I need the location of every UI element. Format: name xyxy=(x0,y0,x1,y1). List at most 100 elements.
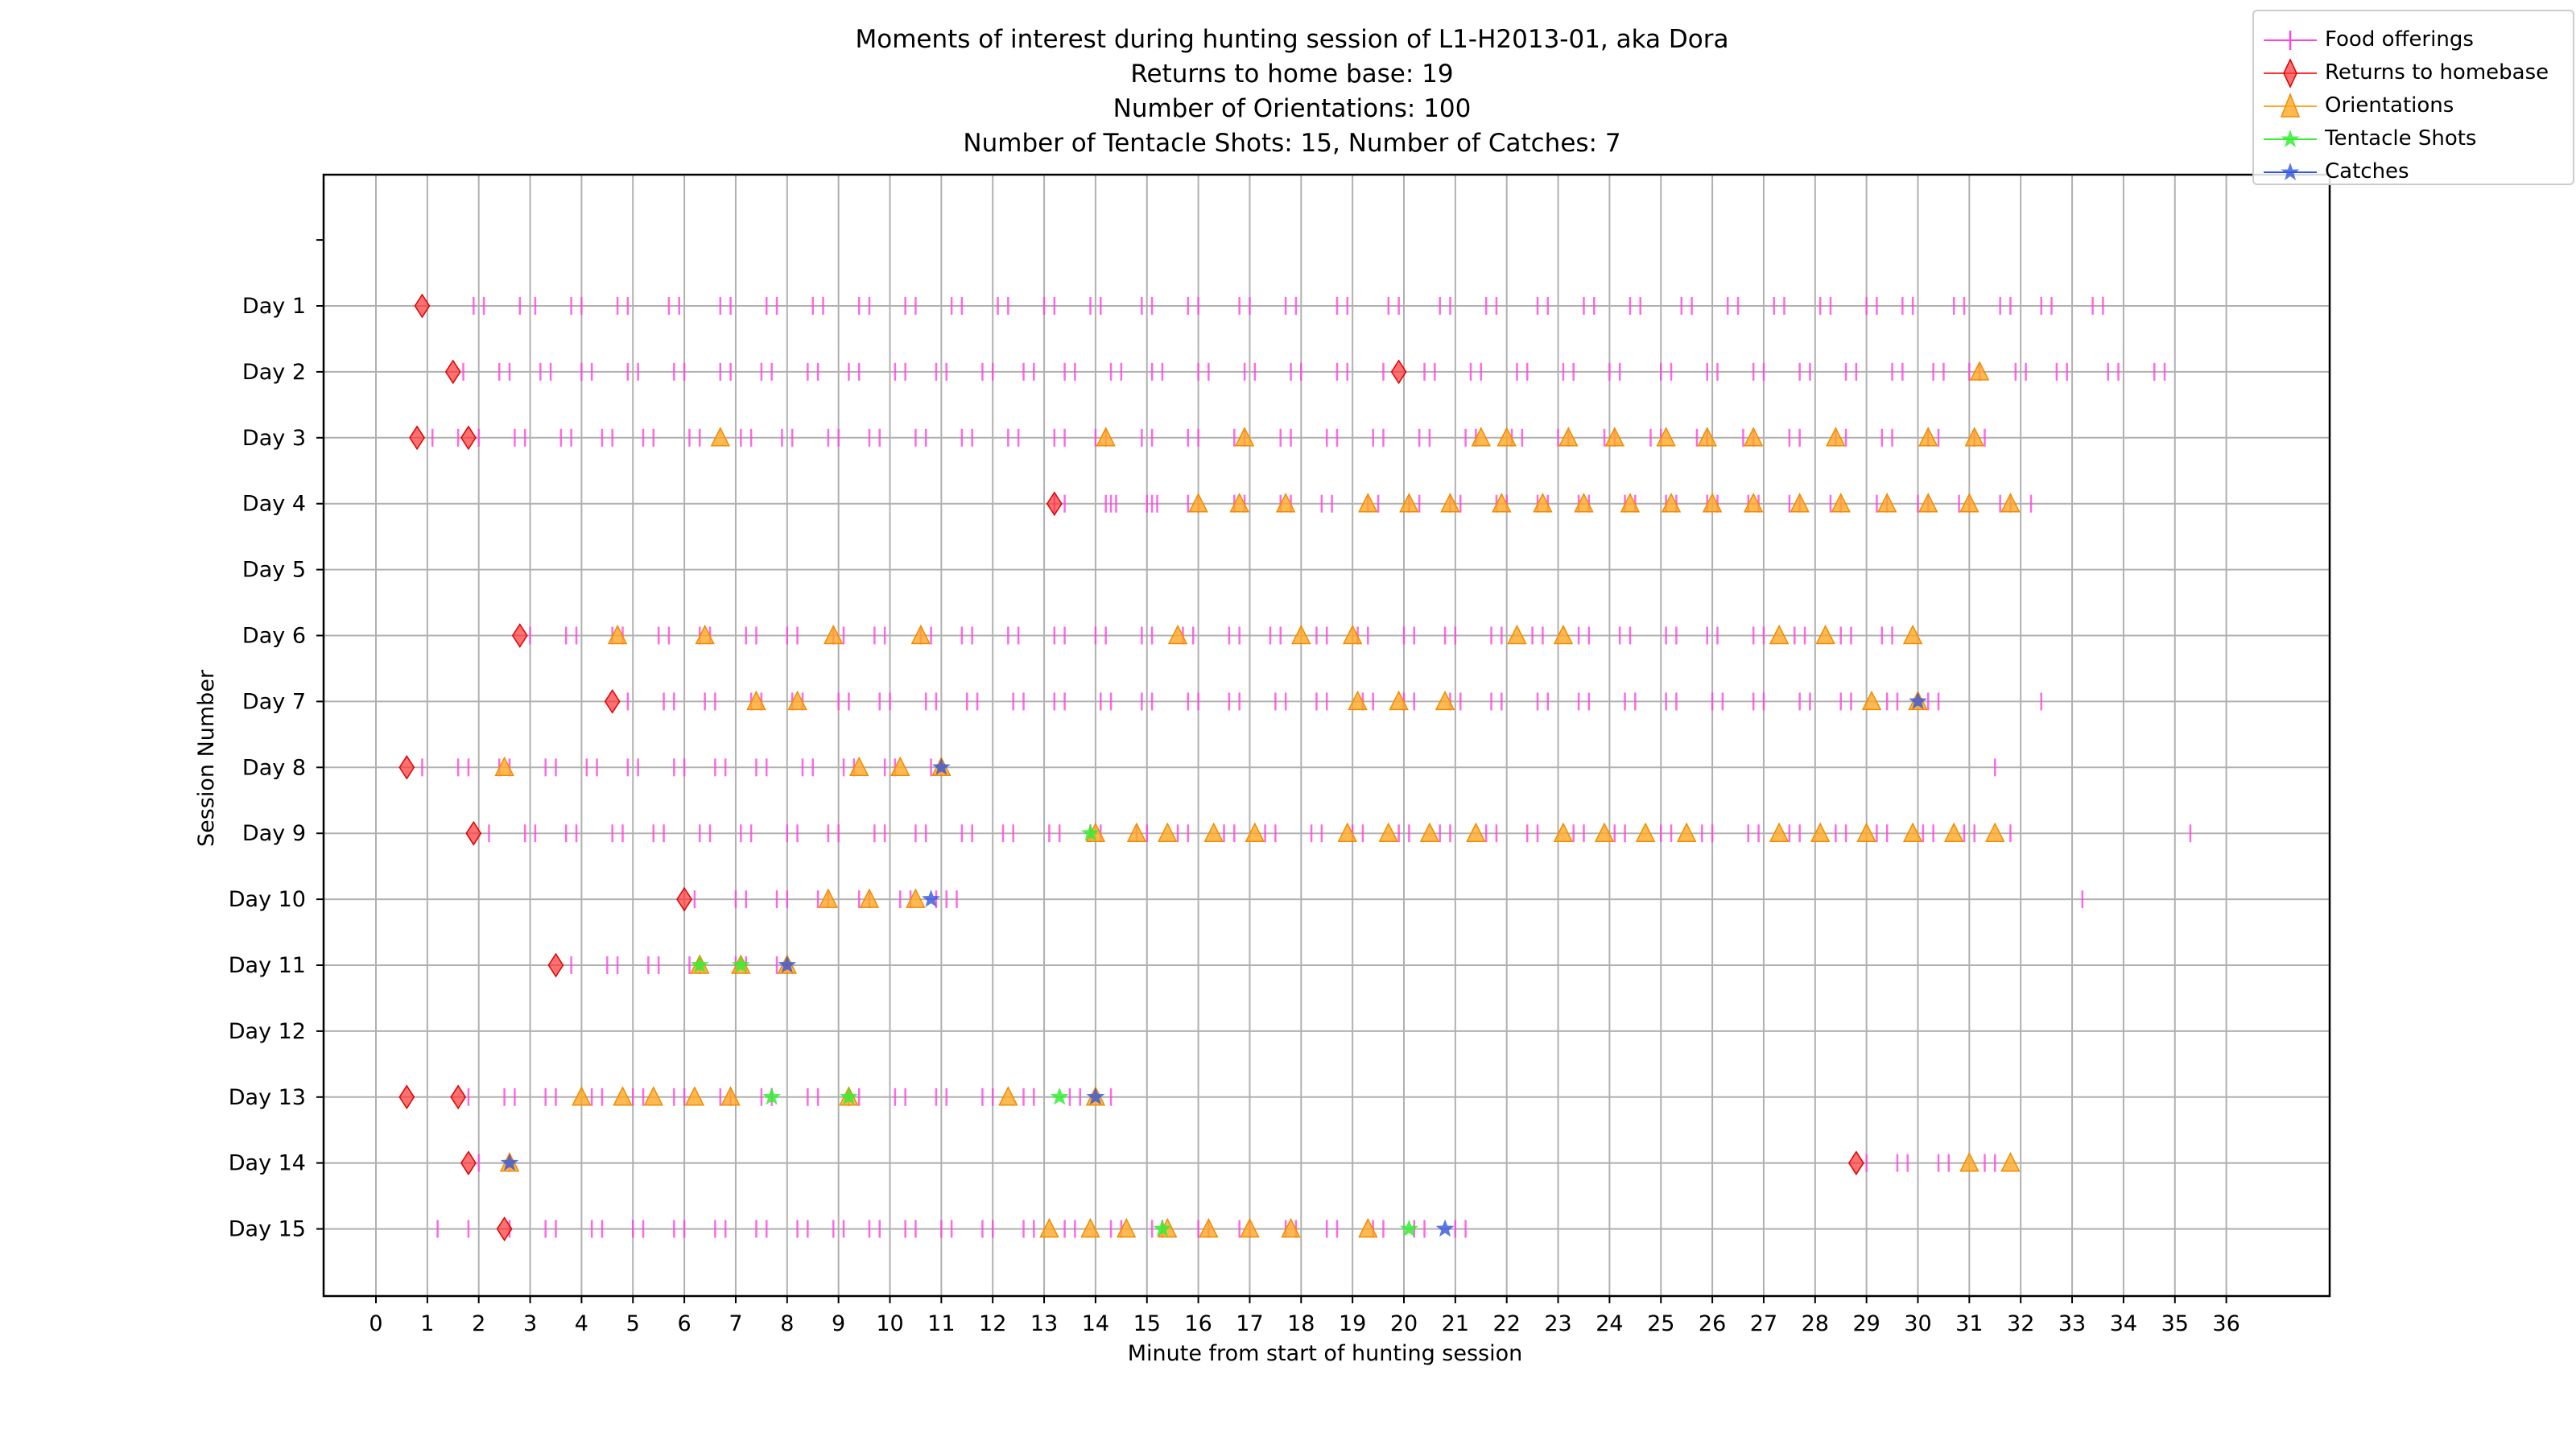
chart-title-line-3: Number of Orientations: 100 xyxy=(1113,94,1472,123)
y-tick-label: Day 7 xyxy=(242,689,306,714)
y-tick-label: Day 2 xyxy=(242,360,306,385)
orientation-mark xyxy=(1291,624,1311,645)
homebase-return-mark xyxy=(547,952,564,978)
orientation-mark xyxy=(859,888,880,908)
orientation-mark xyxy=(1507,624,1527,645)
x-tick-label: 25 xyxy=(1647,1311,1674,1336)
orientation-mark xyxy=(1281,1217,1301,1238)
legend-entry-orientations: Orientations xyxy=(2254,90,2573,122)
legend-label-returns: Returns to homebase xyxy=(2325,60,2549,85)
x-tick-label: 18 xyxy=(1287,1311,1315,1336)
orientation-mark xyxy=(818,888,839,908)
y-axis-label: Session Number xyxy=(194,669,219,847)
orientation-mark xyxy=(910,624,931,645)
x-tick-label: 26 xyxy=(1699,1311,1726,1336)
diamond-marker-icon xyxy=(2264,58,2317,89)
y-tick-label: Day 11 xyxy=(229,953,306,978)
tentacle-shot-mark xyxy=(1400,1219,1418,1237)
orientation-mark xyxy=(1419,822,1440,842)
orientation-mark xyxy=(1399,493,1419,513)
orientation-mark xyxy=(1245,822,1265,842)
orientation-mark xyxy=(998,1086,1018,1106)
homebase-return-mark xyxy=(398,1084,415,1110)
chart-title: Moments of interest during hunting sessi… xyxy=(0,23,2576,161)
orientation-mark xyxy=(1496,427,1517,447)
orientation-mark xyxy=(1240,1217,1260,1238)
homebase-return-mark xyxy=(465,820,482,846)
marks-layer xyxy=(398,293,2192,1241)
orientation-mark xyxy=(1743,493,1764,513)
homebase-return-mark xyxy=(511,623,528,648)
orientation-mark xyxy=(787,690,807,711)
orientation-mark xyxy=(1203,822,1224,842)
chart-title-line-1: Moments of interest during hunting sessi… xyxy=(855,25,1729,54)
legend-entry-tentacle-shots: Tentacle Shots xyxy=(2254,123,2573,155)
orientation-mark xyxy=(1553,822,1574,842)
x-tick-label: 34 xyxy=(2110,1311,2137,1336)
orientation-mark xyxy=(1358,493,1378,513)
orientation-mark xyxy=(572,1086,592,1106)
y-tick-label: Day 10 xyxy=(229,887,306,912)
orientation-mark xyxy=(746,690,766,711)
x-tick-label: 12 xyxy=(979,1311,1006,1336)
orientation-mark xyxy=(1080,1217,1100,1238)
orientation-mark xyxy=(1574,493,1594,513)
orientation-mark xyxy=(1964,427,1984,447)
orientation-mark xyxy=(1116,1217,1137,1238)
y-tick-label: Day 4 xyxy=(242,492,306,517)
orientation-mark xyxy=(1229,493,1249,513)
orientation-mark xyxy=(1378,822,1399,842)
orientation-mark xyxy=(1440,493,1460,513)
x-tick-label: 31 xyxy=(1955,1311,1983,1336)
orientation-mark xyxy=(1635,822,1656,842)
y-tick-label: Day 1 xyxy=(242,294,306,319)
x-tick-label: 10 xyxy=(876,1311,903,1336)
tentacle-shot-mark xyxy=(762,1087,782,1105)
orientation-mark xyxy=(1769,624,1790,645)
x-axis-label: Minute from start of hunting session xyxy=(1128,1341,1523,1366)
y-tick-label: Day 5 xyxy=(242,558,306,583)
orientation-mark xyxy=(1815,624,1835,645)
orientation-mark xyxy=(1096,427,1116,447)
x-tick-label: 17 xyxy=(1236,1311,1263,1336)
green-star-marker-icon xyxy=(2264,130,2317,147)
tentacle-shot-mark xyxy=(690,956,709,973)
legend-entry-catches: Catches xyxy=(2254,156,2573,188)
orientation-mark xyxy=(1856,822,1876,842)
orientation-mark xyxy=(1620,493,1641,513)
orientation-mark xyxy=(1342,624,1363,645)
orientation-mark xyxy=(1389,690,1409,711)
x-tick-label: 23 xyxy=(1544,1311,1571,1336)
orientation-mark xyxy=(643,1086,664,1106)
y-tick-label: Day 13 xyxy=(229,1085,306,1110)
legend: Food offerings Returns to homebase Orien… xyxy=(2252,10,2574,185)
x-tick-label: 1 xyxy=(420,1311,434,1336)
x-tick-label: 33 xyxy=(2058,1311,2086,1336)
food-offering-marker-icon xyxy=(2264,31,2317,50)
x-tick-label: 36 xyxy=(2212,1311,2240,1336)
orientation-mark xyxy=(684,1086,705,1106)
orientation-mark xyxy=(906,888,926,908)
orientation-mark xyxy=(1358,1217,1378,1238)
orientation-mark xyxy=(613,1086,633,1106)
tentacle-shot-mark xyxy=(1081,824,1100,841)
orientation-mark xyxy=(1435,690,1455,711)
orientation-mark xyxy=(1810,822,1831,842)
x-tick-label: 6 xyxy=(678,1311,691,1336)
x-tick-label: 16 xyxy=(1184,1311,1212,1336)
legend-entry-food-offerings: Food offerings xyxy=(2254,24,2573,56)
chart-title-line-2: Returns to home base: 19 xyxy=(1130,60,1454,89)
orientation-mark xyxy=(1743,427,1764,447)
orientation-mark xyxy=(1702,493,1723,513)
legend-label-tentacle-shots: Tentacle Shots xyxy=(2325,126,2477,151)
x-tick-label: 9 xyxy=(832,1311,845,1336)
orientation-mark xyxy=(1943,822,1964,842)
tentacle-shot-mark xyxy=(1153,1219,1172,1237)
x-tick-label: 3 xyxy=(523,1311,537,1336)
y-tick-label: Day 9 xyxy=(242,821,306,846)
catch-mark xyxy=(1909,691,1927,710)
x-tick-label: 19 xyxy=(1339,1311,1366,1336)
chart-title-line-4: Number of Tentacle Shots: 15, Number of … xyxy=(963,129,1621,158)
grid-layer xyxy=(324,175,2330,1296)
